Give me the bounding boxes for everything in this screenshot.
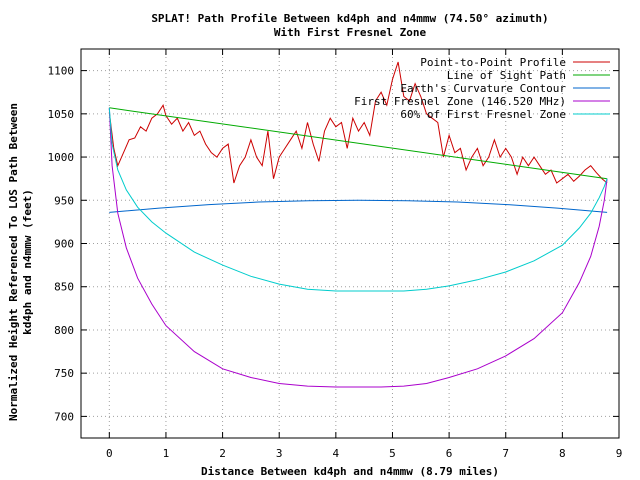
y-tick-label: 800 [54,324,74,337]
series-group [108,61,608,388]
chart-title-line1: SPLAT! Path Profile Between kd4ph and n4… [151,12,548,25]
legend-label: Line of Sight Path [447,69,566,82]
y-tick-label: 1050 [48,108,75,121]
legend-label: 60% of First Fresnel Zone [400,108,566,121]
legend-label: First Fresnel Zone (146.520 MHz) [354,95,566,108]
x-tick-labels: 0 1 2 3 4 5 6 7 8 9 [106,447,622,460]
x-tick-label: 8 [559,447,566,460]
x-tick-label: 0 [106,447,113,460]
x-tick-label: 9 [616,447,623,460]
axis-ticks [81,49,620,438]
legend-label: Point-to-Point Profile [420,56,566,69]
x-tick-label: 6 [446,447,453,460]
x-tick-label: 2 [219,447,226,460]
x-tick-label: 5 [389,447,396,460]
y-tick-label: 750 [54,367,74,380]
y-axis-label-line2: kd4ph and n4mmw (feet) [21,189,34,335]
y-tick-label: 1000 [48,151,75,164]
series-line [109,107,608,180]
y-tick-label: 950 [54,194,74,207]
x-tick-label: 7 [502,447,509,460]
x-tick-label: 1 [163,447,170,460]
legend-label: Earth's Curvature Contour [400,82,566,95]
plot-frame [80,48,620,439]
series-line [108,107,608,388]
y-tick-labels: 700 750 800 850 900 950 1000 1050 1100 [48,65,75,424]
x-axis-label: Distance Between kd4ph and n4mmw (8.79 m… [201,465,499,478]
y-tick-label: 700 [54,410,74,423]
series-line [108,61,608,184]
series-line [109,199,608,213]
y-tick-label: 900 [54,238,74,251]
series-line [108,107,608,292]
y-tick-label: 1100 [48,65,75,78]
x-tick-label: 4 [333,447,340,460]
x-tick-label: 3 [276,447,283,460]
y-tick-label: 850 [54,281,74,294]
y-axis-label-line1: Normalized Height Referenced To LOS Path… [7,103,20,421]
chart-title-line2: With First Fresnel Zone [274,26,427,39]
